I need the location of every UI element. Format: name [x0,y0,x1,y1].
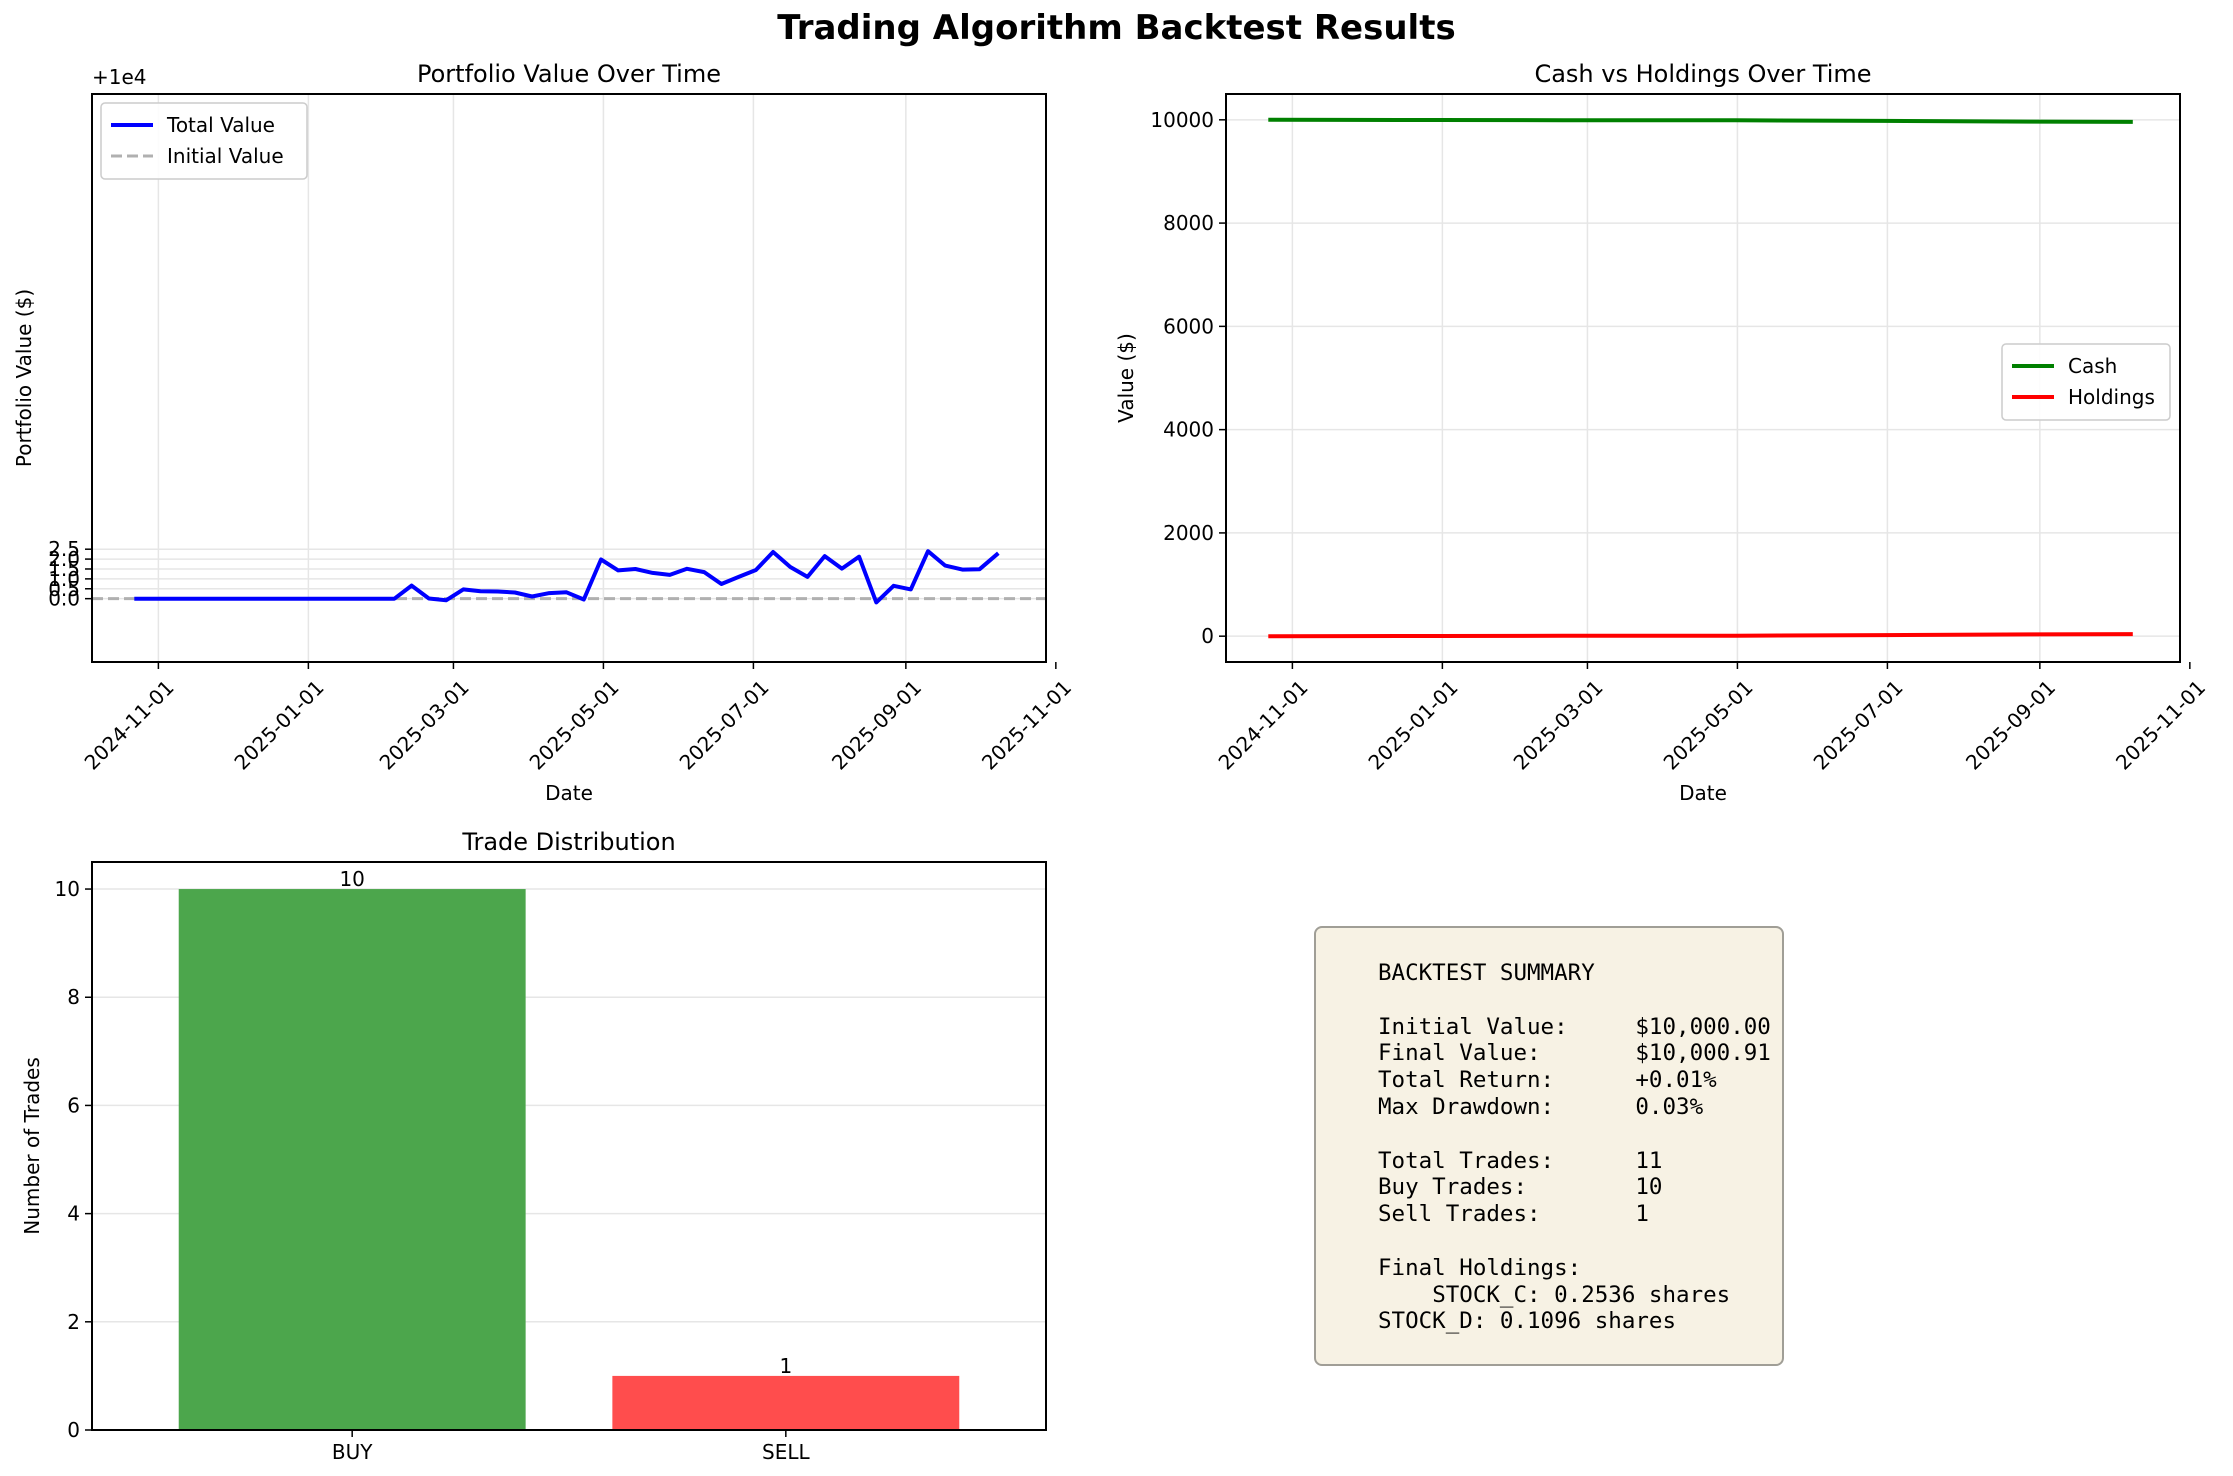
summary-value-total-return: +0.01% [1635,1067,1716,1093]
summary-value-buy-trades: 10 [1635,1174,1662,1200]
cash-holdings-chart-ytick-label-3: 6000 [1163,314,1214,338]
summary-label-total-return: Total Return: [1378,1067,1554,1093]
portfolio-value-chart-xtick-label-4: 2025-07-01 [675,675,774,774]
cash-holdings-chart-series-holdings [1270,634,2131,636]
trade-distribution-chart-ytick-label-2: 4 [67,1202,80,1226]
portfolio-value-chart-xtick-label-6: 2025-11-01 [977,675,1076,774]
portfolio-value-chart-xtick-label-3: 2025-05-01 [525,675,624,774]
trade-distribution-chart-ylabel: Number of Trades [20,1057,44,1235]
trade-distribution-chart-bar-value-buy: 10 [339,867,364,891]
cash-holdings-chart-ytick-label-5: 10000 [1150,108,1214,132]
cash-holdings-chart-ytick-label-2: 4000 [1163,418,1214,442]
cash-holdings-chart-xtick-label-1: 2025-01-01 [1363,675,1462,774]
summary-value-max-drawdown: 0.03% [1635,1094,1703,1120]
cash-holdings-chart-xlabel: Date [1679,781,1727,805]
portfolio-value-chart-legend: Total Value Initial Value [101,103,307,179]
trade-distribution-chart-title: Trade Distribution [461,828,675,856]
cash-holdings-chart-xtick-label-4: 2025-07-01 [1809,675,1908,774]
portfolio-value-chart-ylabel: Portfolio Value ($) [12,289,36,467]
summary-value-initial-value: $10,000.00 [1635,1014,1770,1040]
summary-label-final-value: Final Value: [1378,1040,1541,1066]
trade-distribution-chart-xtick-label-buy: BUY [332,1440,373,1464]
summary-holdings-title: Final Holdings: [1378,1255,1581,1281]
portfolio-value-chart-xtick-label-1: 2025-01-01 [229,675,328,774]
cash-holdings-chart-title: Cash vs Holdings Over Time [1534,60,1871,88]
summary-holding-stock-c: STOCK_C: 0.2536 shares [1432,1282,1730,1308]
portfolio-value-chart-xtick-label-0: 2024-11-01 [80,675,179,774]
summary-holding-stock-d: STOCK_D: 0.1096 shares [1378,1308,1676,1334]
trade-distribution-chart-ytick-label-1: 2 [67,1310,80,1334]
trade-distribution-chart-ytick-label-5: 10 [55,877,80,901]
portfolio-value-chart-xlabel: Date [545,781,593,805]
trade-distribution-chart-bar-value-sell: 1 [779,1354,792,1378]
cash-holdings-chart: 2024-11-01 2025-01-01 2025-03-01 2025-05-01… [1114,60,2210,805]
cash-holdings-chart-xtick-label-5: 2025-09-01 [1961,675,2060,774]
cash-holdings-chart-legend: Cash Holdings [2002,344,2170,420]
cash-holdings-chart-xtick-label-2: 2025-03-01 [1509,675,1608,774]
summary-label-max-drawdown: Max Drawdown: [1378,1094,1554,1120]
summary-label-sell-trades: Sell Trades: [1378,1201,1541,1227]
cash-holdings-chart-ytick-label-0: 0 [1201,624,1214,648]
trade-distribution-chart-xtick-label-sell: SELL [762,1440,810,1464]
cash-holdings-chart-ytick-label-4: 8000 [1163,211,1214,235]
summary-value-sell-trades: 1 [1635,1201,1649,1227]
backtest-summary-text: BACKTEST SUMMARY Initial Value: $10,000.… [1378,960,1771,1335]
summary-label-buy-trades: Buy Trades: [1378,1174,1527,1200]
cash-holdings-chart-legend-label-cash: Cash [2068,354,2117,378]
portfolio-value-chart-legend-label-initial-value: Initial Value [167,144,284,168]
trade-distribution-chart-ytick-label-4: 8 [67,985,80,1009]
cash-holdings-chart-ytick-label-1: 2000 [1163,521,1214,545]
portfolio-value-chart: 2024-11-01 2025-01-01 2025-03-01 2025-05-01… [12,60,1076,805]
cash-holdings-chart-xtick-label-6: 2025-11-01 [2111,675,2210,774]
trade-distribution-chart: 10 BUY 1 SELL 0 2 4 6 8 10 Trade Distribution Numbe… [20,828,1046,1464]
summary-label-initial-value: Initial Value: [1378,1014,1568,1040]
cash-holdings-chart-ylabel: Value ($) [1114,333,1138,423]
trade-distribution-chart-bar-sell [612,1376,959,1430]
portfolio-value-chart-xtick-label-2: 2025-03-01 [375,675,474,774]
portfolio-value-chart-ytick-label-5: 2.5 [48,537,80,561]
cash-holdings-chart-legend-label-holdings: Holdings [2068,385,2155,409]
portfolio-value-chart-xtick-label-5: 2025-09-01 [827,675,926,774]
cash-holdings-chart-xtick-label-3: 2025-05-01 [1659,675,1758,774]
summary-value-total-trades: 11 [1635,1148,1662,1174]
trade-distribution-chart-ytick-label-0: 0 [67,1418,80,1442]
summary-title: BACKTEST SUMMARY [1378,960,1595,986]
cash-holdings-chart-xtick-label-0: 2024-11-01 [1214,675,1313,774]
portfolio-value-chart-offset-label: +1e4 [92,65,147,89]
portfolio-value-chart-title: Portfolio Value Over Time [417,60,721,88]
summary-value-final-value: $10,000.91 [1635,1040,1770,1066]
trade-distribution-chart-ytick-label-3: 6 [67,1093,80,1117]
cash-holdings-chart-series-cash [1270,120,2131,122]
backtest-summary-box: BACKTEST SUMMARY Initial Value: $10,000.… [1314,926,1784,1366]
trade-distribution-chart-bar-buy [179,889,526,1430]
summary-label-total-trades: Total Trades: [1378,1148,1554,1174]
portfolio-value-chart-legend-label-total-value: Total Value [166,113,275,137]
